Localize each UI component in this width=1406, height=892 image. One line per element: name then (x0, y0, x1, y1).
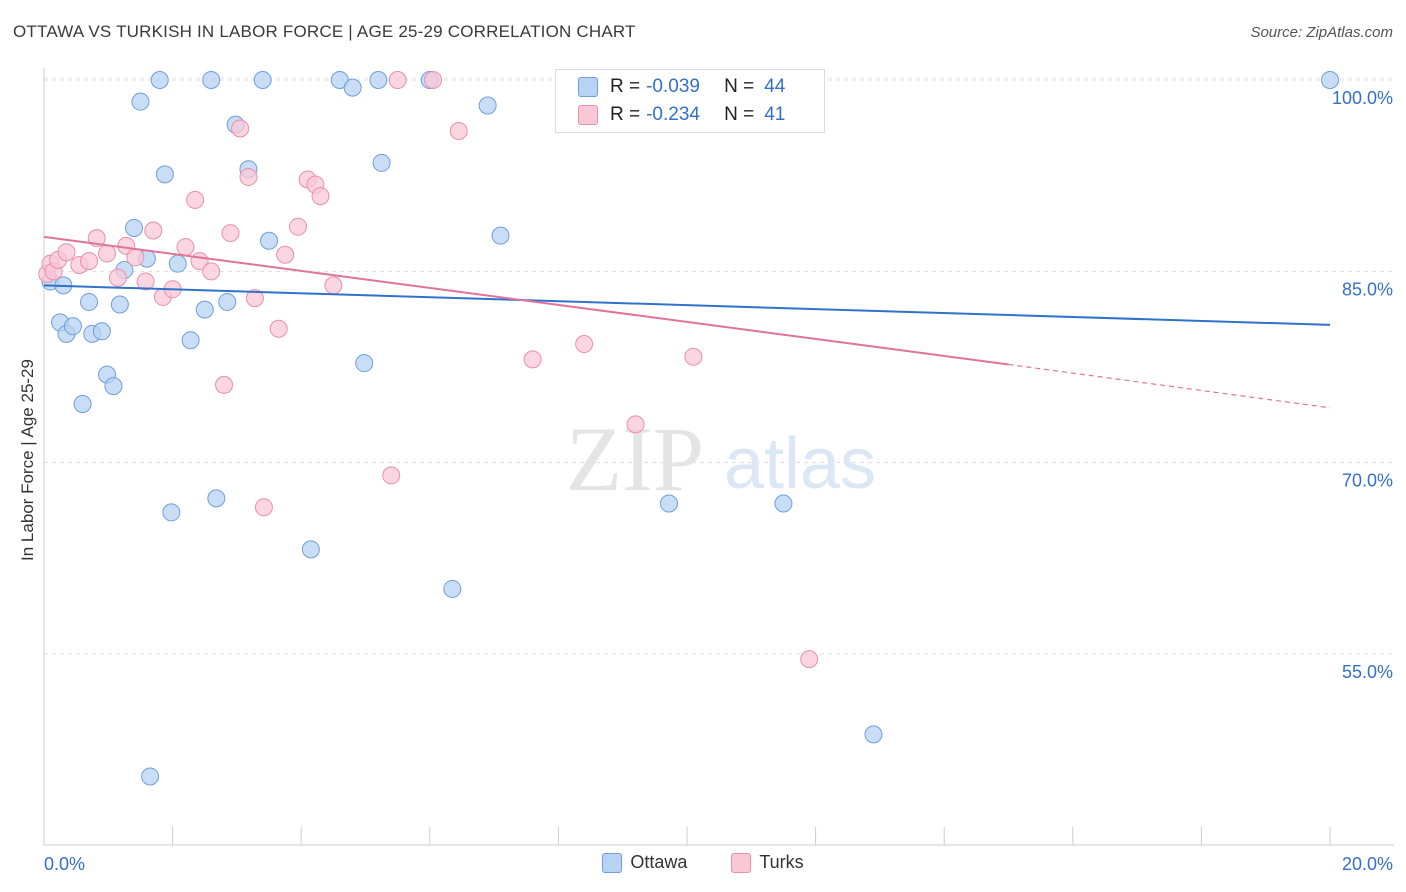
point-ottawa (63, 317, 82, 336)
point-ottawa (218, 292, 237, 311)
legend-label-ottawa: Ottawa (630, 852, 688, 872)
point-ottawa (150, 71, 169, 89)
point-ottawa (155, 165, 174, 184)
point-ottawa (355, 354, 374, 373)
n-value: 41 (764, 104, 786, 125)
x-tick-label-min: 0.0% (44, 854, 85, 874)
trend-line-extension-turks (1008, 363, 1331, 409)
point-ottawa (1321, 71, 1339, 89)
point-turks (239, 167, 258, 186)
point-ottawa (181, 331, 200, 350)
chart-title: OTTAWA VS TURKISH IN LABOR FORCE | AGE 2… (13, 22, 636, 41)
r-value: -0.234 (646, 104, 700, 125)
point-turks (136, 272, 155, 291)
point-turks (575, 335, 594, 354)
point-ottawa (110, 295, 129, 314)
y-tick-label: 70.0% (1342, 471, 1393, 491)
point-ottawa (92, 322, 111, 341)
point-ottawa (253, 71, 272, 89)
point-turks (800, 650, 819, 669)
point-turks (449, 122, 468, 141)
point-turks (80, 252, 99, 271)
point-turks (684, 347, 703, 366)
point-ottawa (207, 489, 226, 508)
point-turks (424, 71, 443, 89)
point-ottawa (343, 78, 362, 97)
point-ottawa (168, 254, 187, 273)
point-ottawa (141, 767, 160, 786)
data-points (38, 71, 1339, 786)
point-ottawa (478, 96, 497, 115)
y-tick-label: 85.0% (1342, 279, 1393, 299)
point-turks (626, 415, 645, 434)
n-label: N = (724, 76, 755, 97)
point-ottawa (125, 218, 144, 237)
stats-row-turks: R = -0.234 N = 41 (578, 101, 785, 129)
trend-lines (43, 235, 1331, 409)
point-turks (108, 268, 127, 287)
axes (43, 68, 1394, 846)
point-turks (215, 375, 234, 394)
point-ottawa (104, 377, 123, 396)
stats-legend: R = -0.039 N = 44 R = -0.234 N = 41 (555, 69, 825, 133)
point-ottawa (162, 503, 181, 522)
point-turks (276, 245, 295, 264)
point-turks (269, 319, 288, 338)
point-turks (388, 71, 407, 89)
point-turks (176, 238, 195, 257)
source-label: Source: ZipAtlas.com (1250, 24, 1393, 41)
point-ottawa (260, 231, 279, 250)
point-turks (144, 221, 163, 240)
legend-item-turks[interactable]: Turks (731, 852, 804, 873)
point-ottawa (372, 153, 391, 172)
stats-swatch-turks (578, 105, 598, 125)
watermark-atlas: atlas (724, 424, 876, 504)
y-tick-label: 55.0% (1342, 662, 1393, 682)
point-ottawa (73, 394, 92, 413)
trend-line-ottawa (43, 284, 1331, 326)
n-label: N = (724, 104, 755, 125)
point-turks (288, 217, 307, 236)
point-turks (254, 498, 273, 517)
point-turks (523, 350, 542, 369)
point-turks (311, 187, 330, 206)
tick-labels: 55.0% 70.0% 85.0% 100.0% 0.0% 20.0% (44, 88, 1393, 874)
point-ottawa (659, 494, 678, 513)
point-turks (126, 248, 145, 267)
legend-swatch-ottawa (602, 852, 623, 873)
point-turks (245, 289, 264, 308)
point-turks (98, 244, 117, 263)
legend-item-ottawa[interactable]: Ottawa (602, 852, 687, 873)
legend-label-turks: Turks (759, 852, 804, 872)
bottom-legend: Ottawa Turks (0, 852, 1406, 873)
point-ottawa (774, 494, 793, 513)
point-ottawa (301, 540, 320, 559)
point-turks (186, 190, 205, 209)
point-turks (57, 243, 76, 262)
point-ottawa (131, 92, 150, 111)
point-turks (231, 119, 250, 138)
point-turks (221, 224, 240, 243)
point-turks (382, 466, 401, 485)
point-ottawa (80, 292, 99, 311)
r-label: R = (610, 104, 641, 125)
point-turks (202, 262, 221, 281)
point-turks (324, 276, 343, 295)
point-ottawa (864, 725, 883, 744)
point-ottawa (369, 71, 388, 89)
point-ottawa (443, 579, 462, 598)
stats-row-ottawa: R = -0.039 N = 44 (578, 73, 785, 101)
trend-line-turks (43, 235, 1009, 366)
y-tick-label: 100.0% (1332, 88, 1393, 108)
legend-swatch-turks (731, 852, 752, 873)
point-ottawa (491, 226, 510, 245)
n-value: 44 (764, 76, 786, 97)
x-tick-label-max: 20.0% (1342, 854, 1393, 874)
point-ottawa (202, 71, 221, 89)
stats-swatch-ottawa (578, 77, 598, 97)
point-ottawa (195, 300, 214, 319)
r-label: R = (610, 76, 641, 97)
r-value: -0.039 (646, 76, 700, 97)
